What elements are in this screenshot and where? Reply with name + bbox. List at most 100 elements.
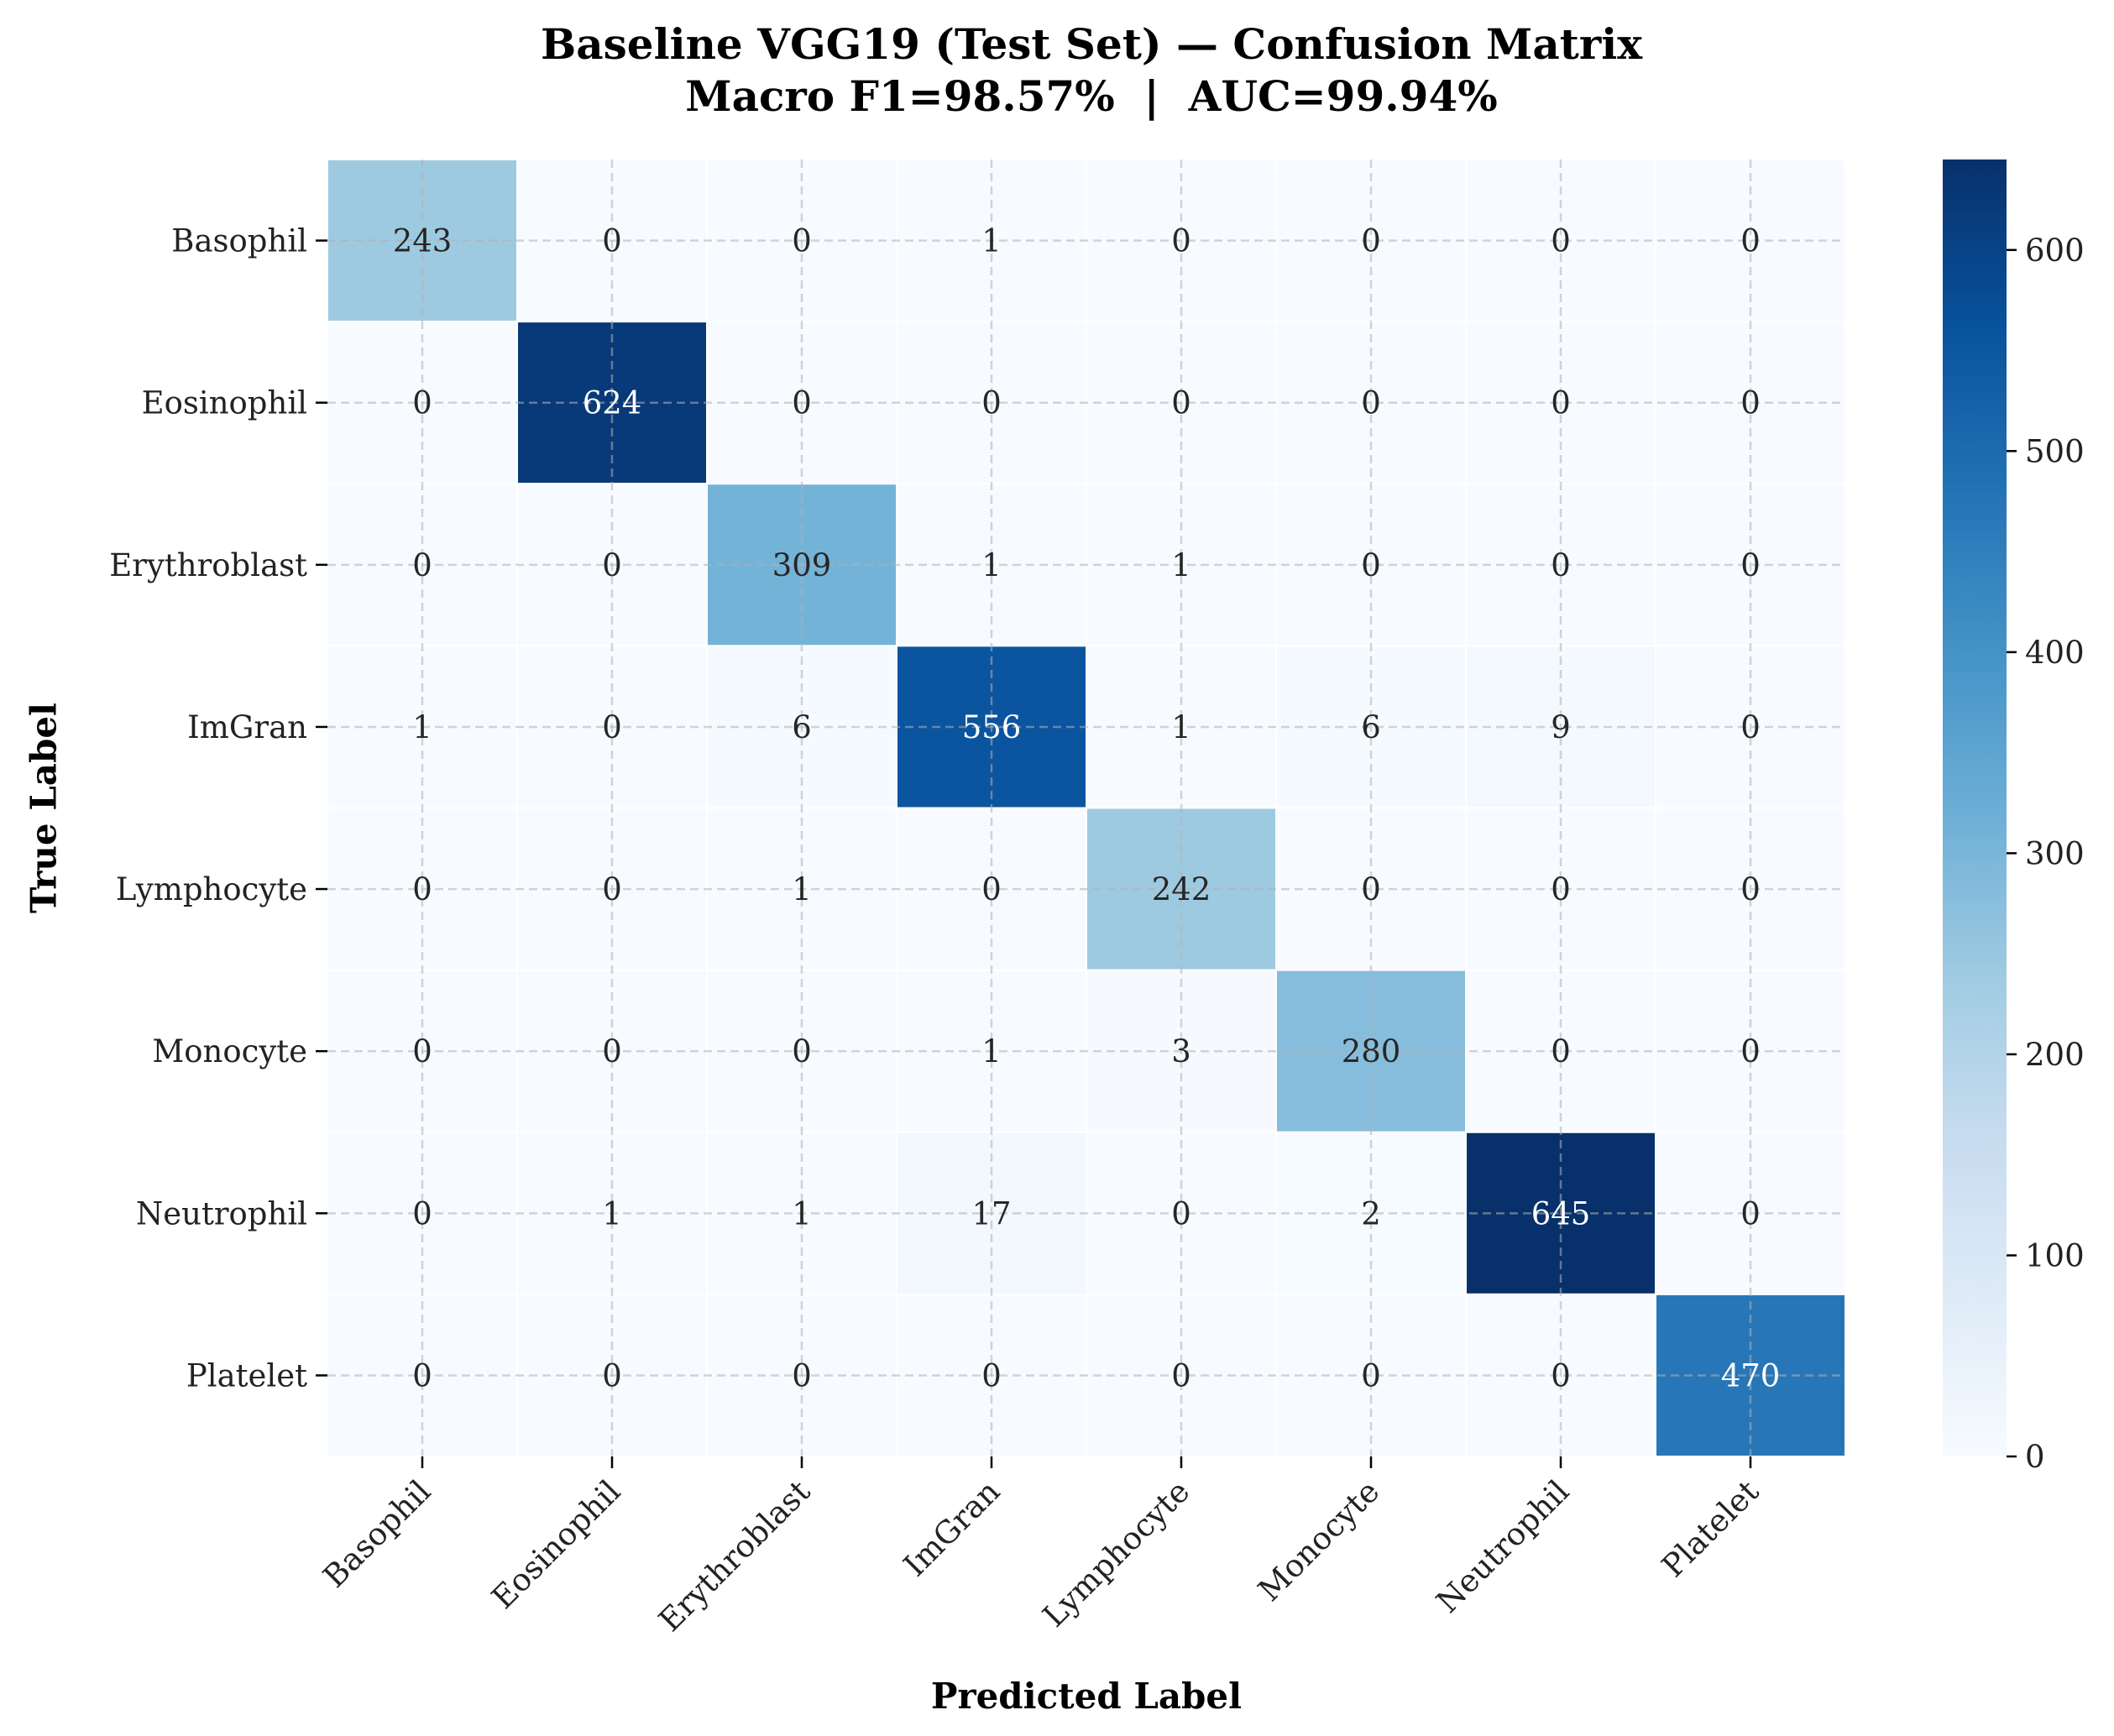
- cell-value: 0: [981, 871, 1002, 907]
- cell-value: 470: [1721, 1357, 1781, 1394]
- cell-value: 0: [1551, 1033, 1571, 1069]
- cell-value: 0: [412, 1195, 432, 1231]
- cell-value: 0: [1361, 385, 1381, 421]
- chart-title: Baseline VGG19 (Test Set) — Confusion Ma…: [540, 19, 1643, 69]
- x-tick-label: Erythroblast: [651, 1473, 817, 1639]
- cell-value: 1: [1171, 547, 1191, 583]
- cell-value: 6: [792, 709, 812, 745]
- y-tick-label: Erythroblast: [109, 547, 307, 583]
- cell-value: 0: [412, 871, 432, 907]
- cell-value: 0: [1361, 1357, 1381, 1394]
- cell-annotations: 243 0 0 1 0 0 0 0 0 624 0 0 0 0 0 0 0 0 309 1 1 0 0 0 1 0 6 556 1 6 9 0…: [393, 223, 1781, 1394]
- cell-value: 1: [412, 709, 432, 745]
- cell-value: 624: [583, 385, 642, 421]
- cell-value: 0: [1551, 871, 1571, 907]
- colorbar-gradient: [1943, 159, 2007, 1456]
- cell-value: 1: [602, 1195, 622, 1231]
- chart-title-block: Baseline VGG19 (Test Set) — Confusion Ma…: [0, 18, 2114, 123]
- cell-value: 0: [792, 223, 812, 259]
- cell-value: 0: [1551, 1357, 1571, 1394]
- cell-value: 0: [412, 547, 432, 583]
- y-axis-ticks: Basophil Eosinophil Erythroblast ImGran Lymp…: [109, 223, 327, 1394]
- cell-value: 0: [1361, 223, 1381, 259]
- cell-value: 0: [1740, 385, 1761, 421]
- colorbar-tick-label: 0: [2025, 1439, 2045, 1475]
- cell-value: 0: [1740, 1033, 1761, 1069]
- cell-value: 0: [602, 223, 622, 259]
- cell-value: 0: [792, 1357, 812, 1394]
- cell-value: 0: [1171, 1195, 1191, 1231]
- cell-value: 0: [602, 1033, 622, 1069]
- cell-value: 0: [1740, 871, 1761, 907]
- cell-value: 0: [1361, 547, 1381, 583]
- cell-value: 1: [1171, 709, 1191, 745]
- cell-value: 0: [981, 385, 1002, 421]
- cell-value: 0: [792, 1033, 812, 1069]
- cell-value: 645: [1531, 1195, 1591, 1231]
- cell-value: 0: [1171, 385, 1191, 421]
- cell-value: 0: [1740, 547, 1761, 583]
- y-tick-label: Monocyte: [152, 1033, 307, 1069]
- cell-value: 17: [971, 1195, 1011, 1231]
- chart-subtitle: Macro F1=98.57% | AUC=99.94%: [685, 71, 1498, 121]
- colorbar-tick-label: 400: [2025, 635, 2085, 671]
- cell-value: 0: [981, 1357, 1002, 1394]
- x-tick-label: Platelet: [1655, 1473, 1766, 1584]
- colorbar-tick-label: 100: [2025, 1237, 2085, 1273]
- y-tick-label: Lymphocyte: [116, 871, 307, 907]
- y-axis-label: True Label: [24, 703, 65, 913]
- colorbar-tick-label: 300: [2025, 835, 2085, 871]
- cell-value: 0: [1740, 1195, 1761, 1231]
- grid-lines: [327, 159, 1845, 1456]
- cell-value: 0: [412, 1357, 432, 1394]
- cell-value: 6: [1361, 709, 1381, 745]
- y-tick-label: Basophil: [171, 223, 307, 259]
- cell-value: 0: [1551, 547, 1571, 583]
- cell-value: 0: [1740, 709, 1761, 745]
- colorbar: 0 100 200 300 400 500 600: [1943, 159, 2085, 1475]
- y-tick-label: Platelet: [186, 1357, 307, 1394]
- y-tick-label: Neutrophil: [136, 1195, 307, 1231]
- cell-value: 556: [962, 709, 1022, 745]
- x-tick-label: Monocyte: [1251, 1473, 1386, 1608]
- cell-value: 0: [1551, 223, 1571, 259]
- cell-value: 9: [1551, 709, 1571, 745]
- cell-value: 0: [412, 385, 432, 421]
- cell-value: 280: [1342, 1033, 1401, 1069]
- x-tick-label: Neutrophil: [1430, 1473, 1577, 1620]
- colorbar-tick-label: 600: [2025, 233, 2085, 269]
- x-tick-label: Lymphocyte: [1036, 1473, 1197, 1634]
- x-axis-label: Predicted Label: [931, 1676, 1242, 1717]
- x-tick-label: Basophil: [317, 1473, 438, 1595]
- colorbar-tick-label: 200: [2025, 1037, 2085, 1073]
- heatmap-cells: [327, 159, 1846, 1457]
- cell-value: 0: [792, 385, 812, 421]
- cell-value: 0: [602, 1357, 622, 1394]
- cell-value: 2: [1361, 1195, 1381, 1231]
- cell-value: 3: [1171, 1033, 1191, 1069]
- cell-value: 1: [981, 547, 1002, 583]
- cell-value: 242: [1152, 871, 1211, 907]
- cell-value: 1: [981, 1033, 1002, 1069]
- colorbar-tick-label: 500: [2025, 433, 2085, 469]
- cell-value: 0: [602, 547, 622, 583]
- cell-value: 0: [1171, 223, 1191, 259]
- cell-value: 1: [792, 1195, 812, 1231]
- x-tick-label: Eosinophil: [484, 1473, 627, 1616]
- y-tick-label: Eosinophil: [142, 385, 307, 421]
- cell-value: 0: [1740, 223, 1761, 259]
- cell-value: 0: [1361, 871, 1381, 907]
- x-tick-label: ImGran: [897, 1473, 1007, 1583]
- y-tick-label: ImGran: [187, 709, 307, 745]
- x-axis-ticks: Basophil Eosinophil Erythroblast ImGran Lymp…: [317, 1456, 1766, 1639]
- cell-value: 1: [792, 871, 812, 907]
- cell-value: 0: [1171, 1357, 1191, 1394]
- cell-value: 0: [602, 709, 622, 745]
- cell-value: 1: [981, 223, 1002, 259]
- cell-value: 243: [393, 223, 453, 259]
- cell-value: 309: [772, 547, 832, 583]
- cell-value: 0: [602, 871, 622, 907]
- cell-value: 0: [1551, 385, 1571, 421]
